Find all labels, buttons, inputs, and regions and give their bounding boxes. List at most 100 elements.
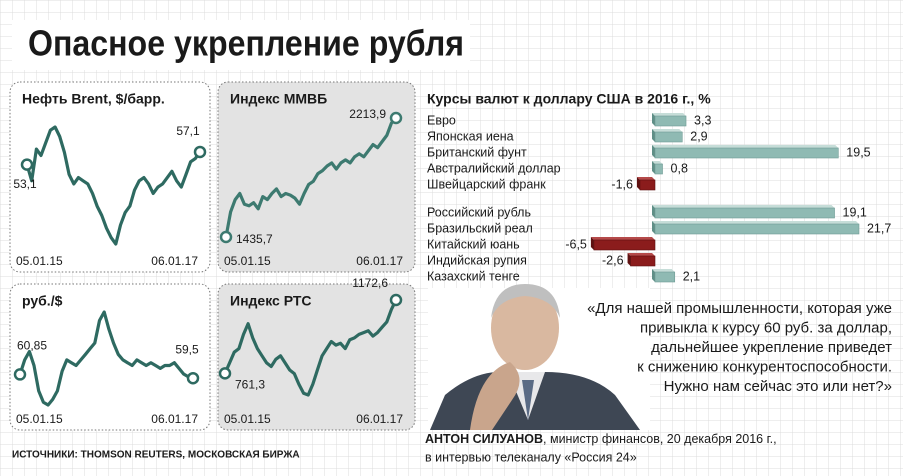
quote-line: к снижению конкурентоспособности. bbox=[637, 358, 892, 375]
end-marker bbox=[13, 368, 27, 381]
value-label: 3,3 bbox=[694, 113, 711, 127]
value-label: 59,5 bbox=[175, 342, 199, 356]
value-label: 21,7 bbox=[867, 221, 891, 235]
line bbox=[223, 299, 398, 397]
value-label: 60,85 bbox=[17, 339, 47, 353]
bar bbox=[639, 179, 656, 191]
bar-side bbox=[652, 129, 655, 142]
bar-top bbox=[652, 145, 839, 148]
chart-panel bbox=[217, 283, 416, 431]
category-label: Казахский тенге bbox=[427, 269, 520, 283]
bar bbox=[630, 255, 656, 267]
x-tick-label: 06.01.17 bbox=[356, 254, 403, 268]
chart-panel bbox=[9, 81, 211, 273]
value-label: 1172,6 bbox=[352, 276, 388, 290]
x-tick-label: 05.01.15 bbox=[224, 254, 271, 268]
bar-side bbox=[652, 221, 655, 234]
category-label: Евро bbox=[427, 113, 456, 127]
chart-title: Индекс ММВБ bbox=[230, 91, 327, 107]
bar-side bbox=[636, 177, 640, 190]
value-label: 2,1 bbox=[683, 269, 700, 283]
x-tick-label: 05.01.15 bbox=[16, 254, 63, 268]
value-label: 19,5 bbox=[846, 145, 870, 159]
bar-top bbox=[590, 237, 655, 240]
value-label: 0,8 bbox=[671, 161, 688, 175]
category-label: Австралийский доллар bbox=[427, 161, 561, 175]
bar-top bbox=[652, 129, 683, 132]
bar-top bbox=[652, 269, 675, 272]
value-label: 761,3 bbox=[235, 378, 265, 392]
chart-panel bbox=[9, 283, 211, 431]
bar bbox=[654, 163, 663, 175]
chart-title: Индекс РТС bbox=[230, 293, 312, 309]
bar-top bbox=[652, 221, 859, 224]
author: АНТОН СИЛУАНОВ, министр финансов, 20 дек… bbox=[425, 432, 777, 446]
x-tick-label: 06.01.17 bbox=[151, 412, 198, 426]
value-label: 19,1 bbox=[843, 205, 867, 219]
end-marker bbox=[193, 145, 207, 159]
title-box bbox=[12, 20, 470, 70]
bar-side bbox=[652, 269, 655, 282]
category-label: Китайский юань bbox=[427, 237, 520, 251]
bar-top bbox=[652, 205, 835, 208]
sources: ИСТОЧНИКИ: THOMSON REUTERS, МОСКОВСКАЯ Б… bbox=[12, 450, 300, 461]
photo bbox=[428, 284, 650, 430]
bar bbox=[593, 239, 656, 251]
line bbox=[224, 116, 398, 238]
title: Опасное укрепление рубля bbox=[28, 23, 464, 64]
end-marker bbox=[218, 367, 232, 380]
bar bbox=[654, 207, 835, 219]
quote-line: Нужно нам сейчас это или нет?» bbox=[664, 378, 892, 395]
category-label: Бразильский реал bbox=[427, 221, 533, 235]
bar-side bbox=[652, 205, 655, 218]
bar-top bbox=[652, 113, 687, 116]
author-name: АНТОН СИЛУАНОВ bbox=[425, 432, 543, 446]
end-marker bbox=[389, 111, 403, 125]
line bbox=[18, 310, 194, 407]
chart-title: Курсы валют к доллару США в 2016 г., % bbox=[427, 91, 711, 107]
line bbox=[25, 125, 202, 246]
category-label: Индийская рупия bbox=[427, 253, 527, 267]
bar-top bbox=[627, 253, 655, 256]
end-marker bbox=[219, 230, 233, 244]
quote-line: «Для нашей промышленности, которая уже bbox=[587, 300, 892, 317]
x-tick-label: 06.01.17 bbox=[151, 254, 198, 268]
end-marker bbox=[20, 158, 34, 171]
bar-side bbox=[652, 145, 655, 158]
value-label: 1435,7 bbox=[236, 232, 273, 246]
value-label: 53,1 bbox=[13, 177, 37, 191]
category-label: Японская иена bbox=[427, 129, 514, 143]
value-label: 2,9 bbox=[690, 129, 707, 143]
bar bbox=[654, 271, 676, 283]
quote-line: дальнейшее укрепление приведет bbox=[651, 339, 892, 356]
bar-side bbox=[590, 237, 594, 250]
bar-side bbox=[627, 253, 631, 266]
category-label: Швейцарский франк bbox=[427, 177, 546, 191]
bar-side bbox=[652, 113, 655, 126]
x-tick-label: 05.01.15 bbox=[16, 412, 63, 426]
chart-title: руб./$ bbox=[22, 293, 63, 309]
bar-side bbox=[652, 161, 655, 174]
value-label: -1,6 bbox=[611, 177, 633, 191]
value-label: -2,6 bbox=[602, 253, 624, 267]
bar bbox=[654, 131, 683, 143]
author-line2: в интервью телеканалу «Россия 24» bbox=[425, 450, 637, 464]
value-label: -6,5 bbox=[565, 237, 587, 251]
value-label: 57,1 bbox=[176, 124, 200, 138]
chart-title: Нефть Brent, $/барр. bbox=[22, 91, 165, 107]
value-label: 2213,9 bbox=[349, 107, 386, 121]
x-tick-label: 05.01.15 bbox=[224, 412, 271, 426]
quote-line: привыкла к курсу 60 руб. за доллар, bbox=[640, 319, 892, 336]
bar-top bbox=[652, 161, 663, 164]
author-role: , министр финансов, 20 декабря 2016 г., bbox=[543, 432, 777, 446]
bar-top bbox=[636, 177, 655, 180]
bar bbox=[654, 147, 839, 159]
end-marker bbox=[186, 371, 200, 385]
bar bbox=[654, 115, 687, 127]
category-label: Британский фунт bbox=[427, 145, 527, 159]
end-marker bbox=[389, 293, 403, 307]
x-tick-label: 06.01.17 bbox=[356, 412, 403, 426]
bar bbox=[654, 223, 860, 235]
category-label: Российский рубль bbox=[427, 205, 531, 219]
